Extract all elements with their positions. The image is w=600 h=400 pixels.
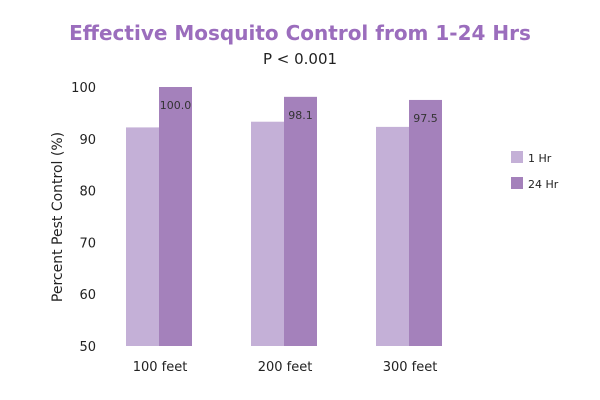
legend-swatch (511, 151, 523, 163)
legend: 1 Hr 24 Hr (511, 151, 559, 191)
y-axis-ticks: 50 60 70 80 90 100 (71, 81, 96, 355)
bar-1-hr-300-feet (376, 126, 409, 346)
y-tick-label: 90 (79, 133, 96, 148)
legend-label: 24 Hr (528, 178, 559, 191)
x-tick-label: 200 feet (258, 360, 313, 375)
x-tick-label: 100 feet (133, 360, 188, 375)
legend-label: 1 Hr (528, 152, 552, 165)
chart-subtitle: P < 0.001 (263, 50, 337, 68)
bar-24-hr-100-feet (159, 87, 192, 346)
y-tick-label: 70 (79, 236, 96, 251)
y-tick-label: 50 (79, 340, 96, 355)
bar-24-hr-300-feet (409, 99, 442, 346)
data-label: 97.5 (413, 112, 438, 125)
bar-1-hr-100-feet (126, 127, 159, 347)
y-tick-label: 100 (71, 81, 96, 96)
data-label: 98.1 (288, 109, 313, 122)
y-axis-title: Percent Pest Control (%) (50, 132, 66, 302)
bar-24-hr-200-feet (284, 96, 317, 346)
x-tick-label: 300 feet (383, 360, 438, 375)
data-label: 100.0 (160, 99, 192, 112)
x-axis-ticks: 100 feet 200 feet 300 feet (133, 360, 438, 375)
chart-title: Effective Mosquito Control from 1-24 Hrs (69, 21, 531, 45)
y-tick-label: 60 (79, 288, 96, 303)
bars-group: 100.0 98.1 97.5 (126, 87, 442, 347)
bar-1-hr-200-feet (251, 121, 284, 347)
legend-swatch (511, 177, 523, 189)
y-tick-label: 80 (79, 185, 96, 200)
